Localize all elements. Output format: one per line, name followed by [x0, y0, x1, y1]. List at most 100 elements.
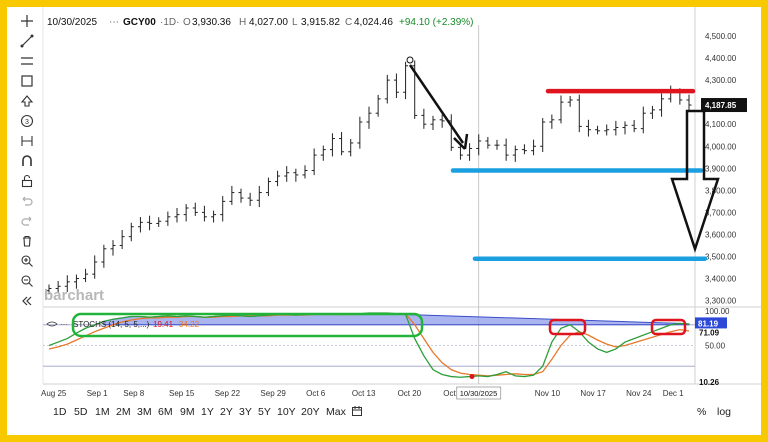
- x-axis-label: Aug 25: [41, 389, 67, 398]
- price-tick-label: 3,800.00: [705, 186, 737, 195]
- calendar-icon[interactable]: [352, 404, 362, 421]
- x-axis-label: Sep 1: [87, 389, 108, 398]
- close-label: C: [345, 17, 353, 28]
- x-axis-label: Sep 8: [123, 389, 144, 398]
- green-highlight-box: [71, 312, 424, 338]
- red-highlight-box-left: [548, 318, 587, 336]
- x-axis-label: Nov 24: [626, 389, 652, 398]
- timeframe-2y[interactable]: 2Y: [220, 406, 233, 418]
- chart-type-icon[interactable]: ⋯: [109, 17, 119, 28]
- stoch-axis-100: 100.00: [705, 307, 730, 316]
- collapse-toolbar-icon[interactable]: [19, 293, 35, 309]
- price-tick-label: 3,500.00: [705, 252, 737, 261]
- stoch-label: STOCHS (14, 5, 5,...): [73, 320, 150, 329]
- horizontal-line-icon[interactable]: [19, 53, 35, 69]
- number-circle-icon[interactable]: 3: [19, 113, 35, 129]
- crosshair-date-box: [456, 386, 502, 400]
- x-axis-label: Dec 1: [663, 389, 684, 398]
- x-axis-label: Oct 20: [398, 389, 422, 398]
- timeframe-3m[interactable]: 3M: [137, 406, 152, 418]
- header-close: 4,024.46: [354, 17, 393, 28]
- header-date: 10/30/2025: [47, 17, 98, 28]
- timeframe-5y[interactable]: 5Y: [258, 406, 271, 418]
- high-label: H: [239, 17, 247, 28]
- x-axis-label: Nov 10: [535, 389, 561, 398]
- lock-icon[interactable]: [19, 173, 35, 189]
- price-tick-label: 4,400.00: [705, 54, 737, 63]
- crosshair-date: 10/30/2025: [460, 389, 498, 398]
- header-symbol[interactable]: GCY00: [123, 17, 156, 28]
- svg-text:3: 3: [25, 119, 29, 126]
- timeframe-5d[interactable]: 5D: [74, 406, 88, 418]
- stoch-d-badge: 71.09: [699, 328, 720, 337]
- stoch-crosshair-dot: [469, 374, 475, 380]
- timeframe-1y[interactable]: 1Y: [201, 406, 214, 418]
- down-arrow-line: [408, 64, 465, 144]
- x-axis-label: Nov 17: [580, 389, 606, 398]
- header-change: +94.10 (+2.39%): [399, 17, 474, 28]
- rectangle-icon[interactable]: [19, 73, 35, 89]
- price-tick-label: 3,400.00: [705, 275, 737, 284]
- arrow-up-icon[interactable]: [19, 93, 35, 109]
- header-open: 3,930.36: [192, 17, 231, 28]
- price-tick-label: 4,300.00: [705, 76, 737, 85]
- x-axis-label: Sep 22: [215, 389, 241, 398]
- barchart-logo: barchart: [44, 287, 105, 304]
- stoch-menu-icon: ⋯: [60, 320, 68, 329]
- timeframe-2m[interactable]: 2M: [116, 406, 131, 418]
- timeframe-6m[interactable]: 6M: [158, 406, 173, 418]
- x-axis-label: Sep 15: [169, 389, 195, 398]
- measure-icon[interactable]: [19, 133, 35, 149]
- chart-canvas[interactable]: 4,500.00 4,400.00 4,300.00 4,100.00 4,000.00…: [7, 7, 761, 402]
- zoom-in-icon[interactable]: [19, 253, 35, 269]
- price-tick-label: 3,600.00: [705, 230, 737, 239]
- trash-icon[interactable]: [19, 233, 35, 249]
- drawing-toolbar: 3: [7, 7, 39, 307]
- undo-icon[interactable]: [19, 193, 35, 209]
- timeframe-20y[interactable]: 20Y: [301, 406, 320, 418]
- projection-arrow: [670, 109, 720, 254]
- stoch-k-badge: 81.19: [698, 319, 719, 328]
- timeframe-max[interactable]: Max: [326, 406, 346, 418]
- stoch-axis-50: 50.00: [705, 342, 726, 351]
- percent-scale-toggle[interactable]: %: [697, 406, 707, 418]
- header-interval[interactable]: ·1D·: [160, 17, 180, 28]
- stoch-k-value: 19.41: [153, 320, 174, 329]
- stoch-k-badge-bg: [695, 317, 727, 329]
- log-scale-toggle[interactable]: log: [717, 406, 732, 418]
- x-axis-label: Sep 29: [260, 389, 286, 398]
- magnet-icon[interactable]: [19, 153, 35, 169]
- last-price-badge-bg: [701, 98, 747, 113]
- price-tick-label: 3,700.00: [705, 208, 737, 217]
- x-axis-label: Oct 13: [352, 389, 376, 398]
- header-high: 4,027.00: [249, 17, 288, 28]
- down-arrow-head: [453, 133, 469, 150]
- timeframe-1d[interactable]: 1D: [53, 406, 67, 418]
- timeframe-1m[interactable]: 1M: [95, 406, 110, 418]
- header-low: 3,915.82: [301, 17, 340, 28]
- price-tick-label: 4,000.00: [705, 142, 737, 151]
- arrow-start-circle: [406, 56, 414, 64]
- redo-icon[interactable]: [19, 213, 35, 229]
- timeframe-bar: 1D 5D 1M 2M 3M 6M 9M 1Y 2Y 3Y 5Y 10Y 20Y…: [7, 400, 761, 424]
- chart-frame: 4,500.00 4,400.00 4,300.00 4,100.00 4,000.00…: [7, 7, 761, 435]
- last-price-badge: 4,187.85: [705, 101, 737, 110]
- timeframe-9m[interactable]: 9M: [180, 406, 195, 418]
- price-tick-label: 3,900.00: [705, 164, 737, 173]
- stoch-d-value: 34.22: [179, 320, 200, 329]
- trendline-icon[interactable]: [19, 33, 35, 49]
- stoch-low-value: 10.26: [699, 378, 720, 387]
- zoom-out-icon[interactable]: [19, 273, 35, 289]
- x-axis-label: Oct: [443, 389, 456, 398]
- open-label: O: [183, 17, 191, 28]
- crosshair-icon[interactable]: [19, 13, 35, 29]
- low-label: L: [292, 17, 298, 28]
- red-highlight-box-right: [650, 318, 687, 336]
- timeframe-3y[interactable]: 3Y: [239, 406, 252, 418]
- price-tick-label: 4,100.00: [705, 120, 737, 129]
- visibility-eye-icon: [46, 321, 58, 327]
- price-tick-label: 3,300.00: [705, 297, 737, 306]
- price-tick-label: 4,500.00: [705, 32, 737, 41]
- timeframe-10y[interactable]: 10Y: [277, 406, 296, 418]
- x-axis-label: Oct 6: [306, 389, 326, 398]
